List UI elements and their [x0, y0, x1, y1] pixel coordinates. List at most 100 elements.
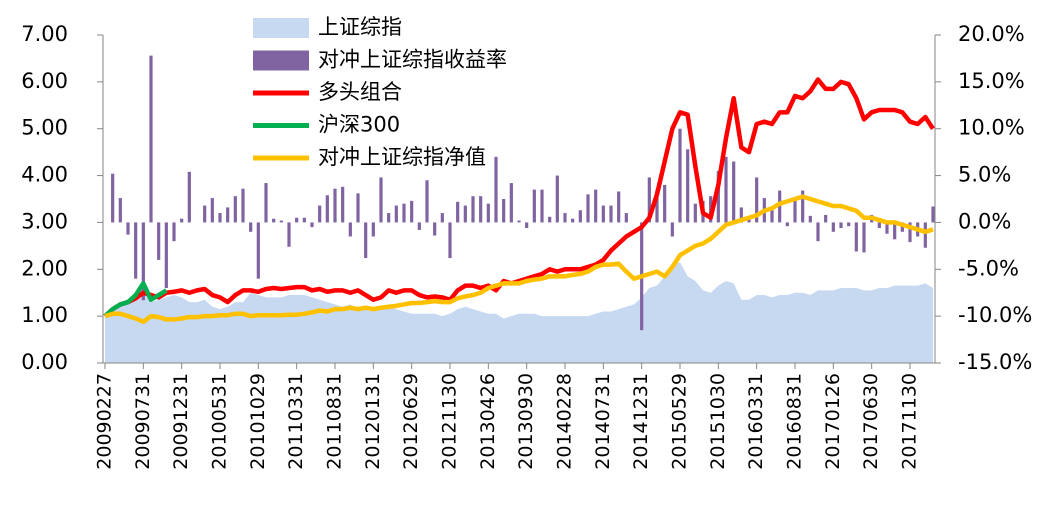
- bar: [686, 149, 690, 223]
- x-tick-label: 20121130: [439, 373, 461, 470]
- bar: [824, 214, 828, 223]
- bar: [325, 195, 329, 223]
- y2-tick-label: 0.0%: [958, 209, 1011, 233]
- x-tick-label: 20130426: [477, 373, 499, 470]
- bar: [417, 222, 421, 230]
- x-tick-label: 20150529: [669, 373, 691, 470]
- y-tick-label: 5.00: [21, 116, 68, 140]
- x-tick-label: 20090227: [94, 373, 116, 470]
- y-tick-label: 7.00: [21, 22, 68, 46]
- bar: [210, 198, 214, 223]
- bar: [433, 222, 437, 236]
- y-tick-label: 3.00: [21, 209, 68, 233]
- bar: [502, 199, 506, 223]
- bar: [218, 213, 222, 223]
- bar: [226, 207, 230, 223]
- y2-tick-label: 15.0%: [958, 69, 1025, 93]
- legend-label: 沪深300: [318, 113, 400, 137]
- x-tick-label: 20110331: [285, 373, 307, 470]
- legend-label: 对冲上证综指收益率: [318, 48, 507, 72]
- x-tick-label: 20120131: [362, 373, 384, 470]
- bar: [341, 186, 345, 223]
- x-tick-label: 20100531: [209, 373, 231, 470]
- line: [103, 281, 168, 318]
- bar: [118, 198, 122, 223]
- bar: [348, 222, 352, 237]
- bar: [931, 206, 935, 223]
- bar: [663, 184, 667, 223]
- bar: [624, 213, 628, 223]
- x-tick-label: 20171130: [899, 373, 921, 470]
- bar: [233, 196, 237, 223]
- bar: [134, 222, 138, 279]
- bar: [739, 207, 743, 223]
- bar: [279, 220, 283, 223]
- bar: [831, 222, 835, 232]
- y-tick-label: 1.00: [21, 303, 68, 327]
- bar: [770, 208, 774, 223]
- bar: [670, 222, 674, 237]
- bar: [486, 203, 490, 223]
- bar: [617, 191, 621, 223]
- bar: [241, 188, 245, 223]
- x-tick-label: 20090731: [132, 373, 154, 470]
- bar: [716, 170, 720, 223]
- bar: [172, 222, 176, 242]
- bar: [494, 156, 498, 223]
- bar: [249, 222, 253, 232]
- x-tick-label: 20120629: [400, 373, 422, 470]
- bar: [402, 203, 406, 223]
- bar: [563, 213, 567, 223]
- bar: [264, 183, 268, 223]
- bar: [885, 222, 889, 234]
- x-tick-label: 20140228: [554, 373, 576, 470]
- bar: [893, 222, 897, 240]
- bar: [295, 217, 299, 223]
- bar: [839, 222, 843, 229]
- bar: [203, 205, 207, 223]
- bar: [287, 222, 291, 247]
- bar: [801, 190, 805, 223]
- bar: [371, 222, 375, 237]
- y2-tick-label: -10.0%: [958, 303, 1032, 327]
- bar: [548, 216, 552, 223]
- bar: [532, 189, 536, 223]
- bar: [578, 210, 582, 223]
- x-tick-label: 20160831: [784, 373, 806, 470]
- y2-tick-label: 5.0%: [958, 163, 1011, 187]
- bar: [847, 222, 851, 227]
- bar: [394, 205, 398, 223]
- bar: [732, 161, 736, 223]
- x-tick-label: 20101029: [247, 373, 269, 470]
- bar: [356, 193, 360, 223]
- legend-label: 对冲上证综指净值: [318, 145, 486, 169]
- bar: [555, 175, 559, 223]
- bar: [425, 180, 429, 223]
- bar: [609, 205, 613, 223]
- y-tick-label: 0.00: [21, 350, 68, 374]
- bar: [310, 222, 314, 228]
- legend-label: 上证综指: [318, 15, 402, 39]
- bar: [387, 213, 391, 223]
- bar: [571, 218, 575, 223]
- bar: [141, 222, 145, 301]
- bar: [509, 183, 513, 223]
- bar: [463, 205, 467, 223]
- y2-tick-label: 10.0%: [958, 116, 1025, 140]
- legend-swatch: [253, 18, 309, 38]
- bar: [180, 218, 184, 223]
- bar: [126, 222, 130, 235]
- bar: [778, 190, 782, 223]
- x-tick-label: 20110831: [324, 373, 346, 470]
- bar: [525, 222, 529, 229]
- bar: [318, 205, 322, 223]
- bar: [816, 222, 820, 242]
- x-tick-label: 20091231: [170, 373, 192, 470]
- bar: [440, 213, 444, 223]
- bar: [364, 222, 368, 259]
- line: [104, 194, 934, 325]
- bar: [471, 196, 475, 223]
- bar: [594, 189, 598, 223]
- bar: [111, 173, 115, 223]
